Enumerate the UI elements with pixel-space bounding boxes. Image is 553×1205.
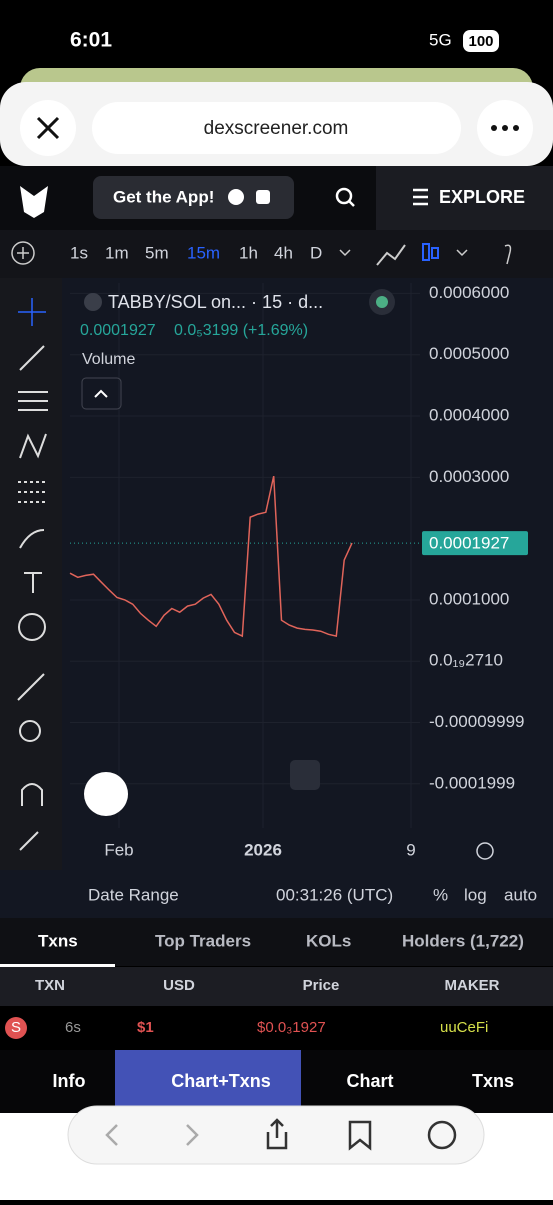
interval[interactable]: D bbox=[310, 243, 322, 262]
tab[interactable]: Holders (1,722) bbox=[402, 931, 524, 950]
tradingview-logo[interactable] bbox=[84, 772, 128, 816]
nav-item[interactable]: Chart+Txns bbox=[171, 1071, 271, 1091]
cell: uuCeFi bbox=[440, 1019, 488, 1036]
price-line bbox=[69, 475, 353, 638]
interval[interactable]: 1h bbox=[239, 243, 258, 262]
column-header: Price bbox=[303, 977, 340, 994]
nav-item[interactable]: Txns bbox=[472, 1071, 514, 1091]
url: dexscreener.com bbox=[204, 118, 349, 139]
cell: $0.0₃1927 bbox=[257, 1019, 326, 1036]
y-tick-label: 0.0003000 bbox=[429, 467, 509, 486]
settings-icon[interactable] bbox=[476, 842, 494, 860]
column-header: TXN bbox=[35, 977, 65, 994]
interval[interactable]: 15m bbox=[187, 243, 220, 262]
get-app-button[interactable] bbox=[93, 176, 294, 219]
interval[interactable]: 4h bbox=[274, 243, 293, 262]
nav-item[interactable]: Chart bbox=[346, 1071, 393, 1091]
cell: S bbox=[11, 1019, 21, 1036]
last-price-label: 0.0001927 bbox=[429, 534, 509, 553]
y-tick-label: 0.0006000 bbox=[429, 283, 509, 302]
percent-toggle[interactable]: % bbox=[433, 885, 448, 904]
price-change: 0.0₅3199 (+1.69%) bbox=[174, 322, 308, 339]
battery bbox=[463, 30, 499, 52]
nav-item[interactable]: Info bbox=[53, 1071, 86, 1091]
search-handle bbox=[348, 200, 355, 207]
interval[interactable]: 1s bbox=[70, 243, 88, 262]
x-tick-label: 2026 bbox=[244, 840, 282, 859]
y-tick-label: 0.0001000 bbox=[429, 589, 509, 608]
utc-time: 00:31:26 (UTC) bbox=[276, 885, 393, 904]
interval[interactable]: 5m bbox=[145, 243, 169, 262]
interval-dropdown[interactable] bbox=[339, 249, 351, 257]
collapse-button[interactable] bbox=[81, 377, 122, 410]
price-chart: 0.0006000 0.0005000 0.0004000 0.0003000 0.00… bbox=[69, 283, 528, 859]
tab[interactable]: KOLs bbox=[306, 931, 351, 950]
y-tick-label: -0.0001999 bbox=[429, 773, 515, 792]
x-tick-label: Feb bbox=[104, 840, 133, 859]
interval[interactable]: 1m bbox=[105, 243, 129, 262]
price: 0.0001927 bbox=[80, 322, 156, 339]
drawing-toolbar bbox=[0, 278, 62, 918]
apple-icon bbox=[228, 189, 244, 205]
chart-title: TABBY/SOL on... · 15 · d... bbox=[108, 292, 323, 312]
side-badge bbox=[5, 1017, 27, 1039]
menu-icon bbox=[413, 188, 428, 206]
active-tab-underline bbox=[0, 964, 115, 967]
y-tick-label: -0.00009999 bbox=[429, 712, 524, 731]
table-header bbox=[0, 967, 553, 1006]
url-field[interactable] bbox=[92, 102, 461, 154]
safari-icons[interactable] bbox=[105, 1118, 457, 1151]
y-tick-label: 0.0₁₉2710 bbox=[429, 651, 503, 670]
tab[interactable]: Txns bbox=[38, 931, 78, 950]
log-toggle[interactable]: log bbox=[464, 885, 487, 904]
style-dropdown[interactable] bbox=[456, 249, 468, 257]
tab[interactable]: Top Traders bbox=[155, 931, 251, 950]
chart-footer bbox=[0, 870, 553, 918]
last-price-tag bbox=[422, 531, 528, 556]
close-icon bbox=[36, 116, 60, 140]
column-header: MAKER bbox=[445, 977, 500, 994]
chart-area bbox=[0, 278, 553, 918]
tabs-bar bbox=[0, 918, 553, 966]
y-tick-label: 0.0005000 bbox=[429, 344, 509, 363]
add-plus bbox=[17, 247, 29, 259]
status-dot bbox=[376, 296, 388, 308]
explore-label: EXPLORE bbox=[439, 187, 525, 207]
auto-toggle[interactable]: auto bbox=[504, 885, 537, 904]
search-icon[interactable] bbox=[335, 187, 353, 205]
line-chart-icon[interactable] bbox=[376, 244, 406, 266]
candle-icon bbox=[431, 247, 439, 259]
date-range[interactable]: Date Range bbox=[88, 885, 179, 904]
volume-label: Volume bbox=[82, 351, 135, 368]
more-icon bbox=[491, 125, 519, 131]
status-network: 5G bbox=[429, 30, 452, 49]
add-icon[interactable] bbox=[11, 241, 35, 265]
x-tick-label: 9 bbox=[406, 840, 415, 859]
battery-level: 100 bbox=[468, 33, 493, 50]
drawing-tools[interactable] bbox=[17, 298, 48, 897]
symbol-icon bbox=[84, 293, 102, 311]
cell: 6s bbox=[65, 1019, 81, 1036]
cell: $1 bbox=[137, 1019, 154, 1036]
explore-button[interactable] bbox=[376, 166, 553, 230]
reset-button[interactable] bbox=[290, 760, 320, 790]
android-icon bbox=[256, 190, 270, 204]
active-nav-bg bbox=[115, 1050, 301, 1113]
logo bbox=[20, 186, 48, 218]
candle-icon[interactable] bbox=[422, 243, 430, 261]
get-app-label: Get the App! bbox=[113, 187, 214, 206]
column-header: USD bbox=[163, 977, 195, 994]
collapse-icon bbox=[94, 389, 108, 398]
y-tick-label: 0.0004000 bbox=[429, 406, 509, 425]
status-time: 6:01 bbox=[70, 29, 112, 52]
indicators-icon[interactable] bbox=[504, 244, 512, 265]
